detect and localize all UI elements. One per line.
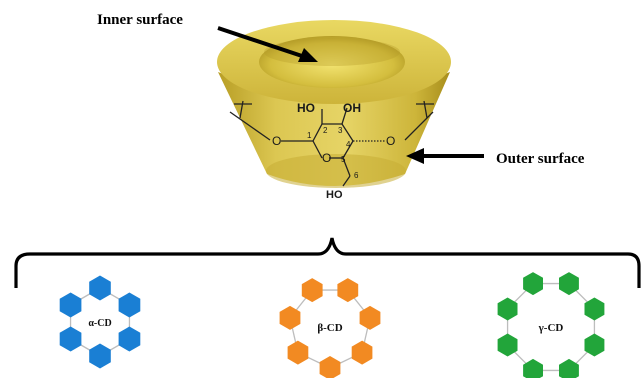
cd-ring-1: α-CD (59, 275, 141, 369)
outer-surface-label: Outer surface (496, 151, 585, 167)
glucose-unit-hexagon (118, 292, 141, 318)
outer-surface-arrow (406, 148, 484, 164)
cd-ring-label: β-CD (317, 322, 342, 334)
glucose-unit-hexagon (584, 333, 605, 357)
cone-bottom-rim (266, 154, 406, 188)
glucose-unit-hexagon (523, 272, 543, 296)
bond (312, 140, 323, 159)
hydroxyl-left-label: HO (297, 101, 315, 115)
glucose-unit-hexagon (523, 358, 543, 378)
carbon-4-label: 4 (346, 140, 351, 149)
glucose-unit-hexagon (319, 356, 341, 378)
glucose-unit-hexagon (59, 292, 82, 318)
glucose-unit-hexagon (351, 340, 373, 365)
glucose-unit-hexagon (337, 278, 359, 303)
glucose-unit-hexagon (287, 340, 309, 365)
bond (312, 123, 323, 142)
glucose-atom-labels: HO OH O O O HO 1 2 3 4 5 6 (272, 101, 395, 201)
cd-ring-3: γ-CD (497, 272, 605, 378)
ring-oxygen-label: O (322, 151, 331, 165)
inner-surface-label: Inner surface (97, 12, 183, 28)
glucose-unit-hexagon (89, 343, 111, 369)
glucose-unit-hexagon (89, 275, 111, 301)
carbon-5-label: 5 (341, 155, 346, 164)
bond (404, 111, 434, 141)
glucose-unit-hexagon (59, 326, 82, 352)
cd-ring-label: α-CD (88, 318, 111, 329)
glucose-unit-hexagon (118, 326, 141, 352)
hydroxyl-bottom-label: HO (326, 189, 343, 201)
cone-inner-cavity (259, 36, 405, 88)
glucose-unit-hexagon (584, 297, 605, 321)
carbon-6-label: 6 (354, 171, 359, 180)
glycosidic-oxygen-left-label: O (272, 134, 281, 148)
cone-inner-shadow (264, 38, 400, 66)
cyclodextrin-cone (217, 20, 451, 188)
cone-body (218, 72, 450, 186)
glucose-unit-hexagon (359, 305, 381, 330)
glucose-unit-hexagon (301, 278, 323, 303)
glucose-unit-hexagon (497, 297, 518, 321)
inner-surface-arrow (217, 26, 318, 62)
hydroxyl-right-label: OH (343, 101, 361, 115)
cd-ring-2: β-CD (279, 278, 381, 378)
carbon-1-label: 1 (307, 131, 312, 140)
glycosidic-oxygen-right-label: O (386, 134, 395, 148)
glucose-unit-hexagon (559, 272, 579, 296)
grouping-brace (14, 237, 641, 288)
bond (341, 123, 354, 142)
glucose-unit-hexagon (497, 333, 518, 357)
bond (342, 157, 351, 177)
glucose-unit-hexagon (559, 358, 579, 378)
carbon-3-label: 3 (338, 126, 343, 135)
bond (342, 175, 351, 187)
bond (341, 107, 348, 125)
carbon-2-label: 2 (323, 126, 328, 135)
bond (342, 140, 354, 159)
glucose-unit-structure (229, 100, 434, 187)
glucose-unit-hexagon (279, 305, 301, 330)
bond (229, 111, 271, 141)
cd-ring-label: γ-CD (538, 322, 564, 334)
cyclodextrin-rings: α-CD β-CD γ-CD (59, 272, 605, 378)
